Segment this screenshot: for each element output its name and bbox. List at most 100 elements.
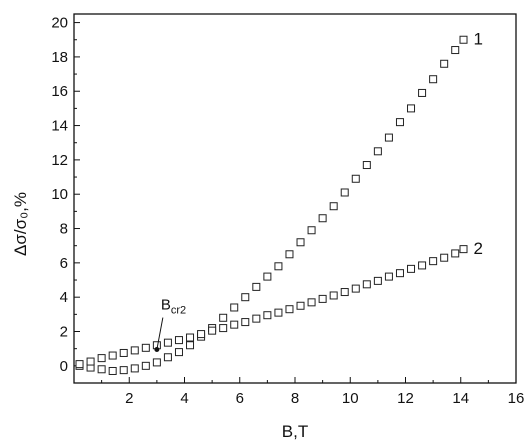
series-label: 2 bbox=[474, 239, 483, 258]
data-point bbox=[373, 276, 382, 285]
y-tick-label: 12 bbox=[51, 152, 68, 169]
y-axis-title: Δσ/σ₀,% bbox=[11, 192, 30, 256]
y-tick-label: 20 bbox=[51, 15, 68, 32]
data-point bbox=[108, 351, 117, 360]
data-point bbox=[318, 294, 327, 303]
x-tick-label: 8 bbox=[291, 390, 299, 407]
data-point bbox=[307, 226, 316, 235]
data-point bbox=[108, 366, 117, 375]
y-tick-label: 10 bbox=[51, 186, 68, 203]
data-point bbox=[163, 338, 172, 347]
data-point bbox=[141, 343, 150, 352]
y-tick-label: 8 bbox=[60, 221, 68, 238]
x-axis-title: B,T bbox=[282, 422, 308, 441]
data-point bbox=[263, 311, 272, 320]
data-point bbox=[459, 245, 468, 254]
data-point bbox=[186, 341, 195, 350]
data-point bbox=[451, 249, 460, 258]
data-point bbox=[362, 161, 371, 170]
data-point bbox=[230, 320, 239, 329]
data-point bbox=[318, 214, 327, 223]
x-axis-ticks: 2 4 6 8 10 12 14 16 bbox=[101, 377, 525, 407]
y-tick-label: 4 bbox=[60, 289, 68, 306]
data-point bbox=[429, 75, 438, 84]
data-point bbox=[252, 314, 261, 323]
data-point bbox=[274, 262, 283, 271]
data-point bbox=[97, 365, 106, 374]
data-point bbox=[384, 272, 393, 281]
data-point bbox=[130, 364, 139, 373]
series-label: 1 bbox=[474, 30, 483, 49]
data-point bbox=[459, 35, 468, 44]
annotation-label: Bcr2 bbox=[161, 297, 186, 317]
data-point bbox=[252, 282, 261, 291]
data-point bbox=[163, 353, 172, 362]
data-point bbox=[351, 174, 360, 183]
y-tick-label: 16 bbox=[51, 83, 68, 100]
data-point bbox=[340, 288, 349, 297]
data-point bbox=[296, 238, 305, 247]
annotation-dot bbox=[154, 347, 160, 353]
data-point bbox=[440, 253, 449, 262]
series-2: 2 bbox=[75, 239, 483, 369]
data-point bbox=[263, 272, 272, 281]
data-point bbox=[407, 264, 416, 273]
data-point bbox=[407, 104, 416, 113]
data-point bbox=[197, 330, 206, 339]
data-point bbox=[351, 284, 360, 293]
data-point bbox=[174, 336, 183, 345]
data-point bbox=[307, 298, 316, 307]
data-point bbox=[395, 118, 404, 127]
data-point bbox=[174, 348, 183, 357]
data-point bbox=[418, 261, 427, 270]
data-point bbox=[230, 303, 239, 312]
series-1: 1 bbox=[75, 30, 483, 375]
data-point bbox=[296, 301, 305, 310]
y-axis-ticks: 0 2 4 6 8 10 12 14 16 18 20 bbox=[51, 15, 80, 375]
data-point bbox=[86, 357, 95, 366]
data-point bbox=[429, 257, 438, 266]
data-point bbox=[241, 318, 250, 327]
data-point bbox=[285, 305, 294, 314]
data-point bbox=[219, 324, 228, 333]
data-point bbox=[219, 313, 228, 322]
x-tick-label: 4 bbox=[180, 390, 188, 407]
data-point bbox=[119, 348, 128, 357]
y-tick-label: 2 bbox=[60, 324, 68, 341]
data-point bbox=[329, 291, 338, 300]
data-point bbox=[340, 188, 349, 197]
data-point bbox=[329, 202, 338, 211]
data-point bbox=[97, 354, 106, 363]
annotation-layer: Bcr2 bbox=[154, 297, 186, 353]
y-tick-label: 18 bbox=[51, 49, 68, 66]
x-tick-label: 10 bbox=[342, 390, 359, 407]
data-point bbox=[152, 358, 161, 367]
data-point bbox=[130, 346, 139, 355]
y-tick-label: 0 bbox=[60, 358, 68, 375]
x-tick-label: 16 bbox=[508, 390, 525, 407]
data-point bbox=[395, 269, 404, 278]
data-point bbox=[208, 326, 217, 335]
annotation-pointer bbox=[156, 317, 164, 350]
data-point bbox=[285, 250, 294, 259]
y-tick-label: 14 bbox=[51, 118, 68, 135]
x-tick-label: 12 bbox=[397, 390, 414, 407]
data-point bbox=[186, 333, 195, 342]
data-point bbox=[362, 280, 371, 289]
data-point bbox=[241, 293, 250, 302]
x-tick-label: 6 bbox=[236, 390, 244, 407]
data-point bbox=[451, 46, 460, 55]
data-point bbox=[119, 366, 128, 375]
data-point bbox=[384, 133, 393, 142]
x-tick-label: 2 bbox=[125, 390, 133, 407]
data-point bbox=[373, 147, 382, 156]
y-tick-label: 6 bbox=[60, 255, 68, 272]
data-point bbox=[418, 88, 427, 97]
x-tick-label: 14 bbox=[452, 390, 469, 407]
data-point bbox=[141, 361, 150, 370]
data-point bbox=[274, 308, 283, 317]
plot-frame bbox=[73, 13, 517, 384]
plot-border bbox=[73, 13, 517, 384]
series-layer: 12 bbox=[75, 30, 483, 375]
